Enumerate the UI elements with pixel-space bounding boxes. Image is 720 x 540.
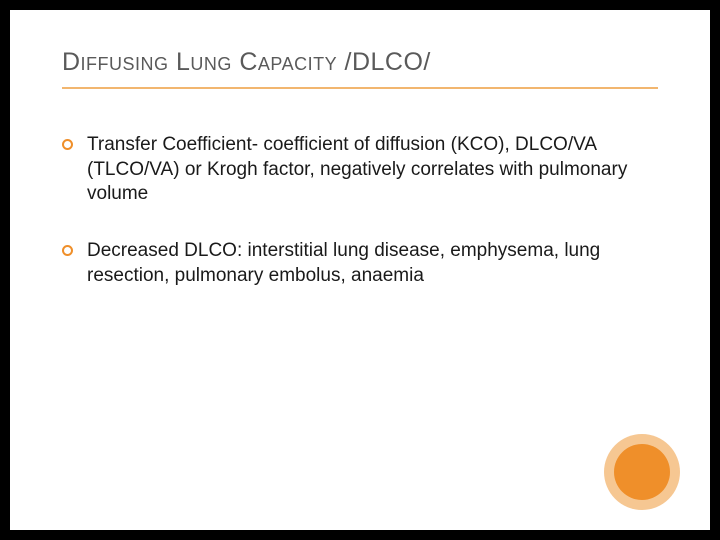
decor-circle-inner — [614, 444, 670, 500]
slide: Diffusing Lung Capacity /DLCO/ Transfer … — [10, 10, 710, 530]
slide-content: Transfer Coefficient- coefficient of dif… — [62, 133, 658, 288]
bullet-icon — [62, 139, 73, 150]
title-underline — [62, 87, 658, 89]
bullet-icon — [62, 245, 73, 256]
bullet-text: Transfer Coefficient- coefficient of dif… — [87, 133, 658, 207]
bullet-text: Decreased DLCO: interstitial lung diseas… — [87, 239, 658, 288]
list-item: Transfer Coefficient- coefficient of dif… — [62, 133, 658, 207]
slide-title: Diffusing Lung Capacity /DLCO/ — [62, 48, 658, 77]
corner-decoration — [604, 434, 680, 510]
list-item: Decreased DLCO: interstitial lung diseas… — [62, 239, 658, 288]
